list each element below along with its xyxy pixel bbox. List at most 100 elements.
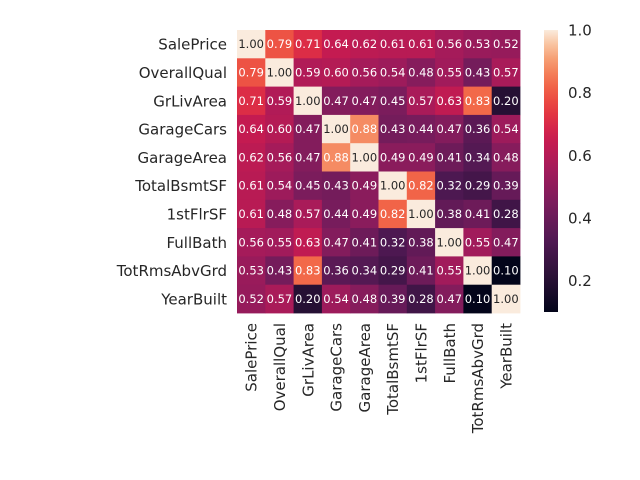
- heatmap-cell: [350, 199, 379, 229]
- heatmap-cell: [406, 284, 436, 314]
- cell-value-label: 1.00: [238, 37, 264, 51]
- cell-value-label: 0.49: [380, 150, 406, 164]
- heatmap-cell: [350, 114, 379, 144]
- x-tick-label: TotRmsAbvGrd: [469, 323, 487, 434]
- heatmap-cell: [293, 228, 323, 257]
- heatmap-cell: [406, 199, 436, 229]
- cell-value-label: 0.55: [465, 235, 491, 249]
- heatmap-cell: [491, 199, 521, 229]
- colorbar-tick-label: 0.4: [568, 210, 592, 228]
- cell-value-label: 0.47: [323, 235, 349, 249]
- heatmap-cell: [237, 228, 266, 257]
- cell-value-label: 0.55: [267, 235, 293, 249]
- cell-value-label: 0.60: [323, 65, 349, 79]
- heatmap-cell: [406, 171, 436, 201]
- cell-value-label: 0.57: [408, 94, 434, 108]
- heatmap-cell: [237, 256, 266, 286]
- x-tick-label: YearBuilt: [497, 323, 515, 390]
- heatmap-cell: [406, 143, 436, 172]
- heatmap-cell: [406, 86, 436, 116]
- cell-value-label: 0.56: [436, 37, 462, 51]
- heatmap-cell: [321, 256, 351, 286]
- heatmap-cell: [463, 143, 493, 172]
- heatmap-cell: [406, 58, 436, 87]
- cell-value-label: 1.00: [323, 122, 349, 136]
- cell-value-label: 0.47: [295, 150, 321, 164]
- colorbar-tick-label: 1.0: [568, 22, 592, 40]
- cell-value-label: 0.20: [493, 94, 519, 108]
- heatmap-cell: [321, 284, 351, 314]
- cell-value-label: 0.49: [408, 150, 434, 164]
- cell-value-label: 0.49: [352, 207, 378, 221]
- heatmap-cell: [321, 30, 351, 59]
- heatmap-cell: [435, 284, 464, 314]
- heatmap-cell: [293, 199, 323, 229]
- heatmap-cell: [237, 30, 266, 59]
- heatmap-cell: [491, 30, 521, 59]
- cell-value-label: 0.36: [465, 122, 491, 136]
- heatmap-cell: [406, 30, 436, 59]
- heatmap-cell: [237, 284, 266, 314]
- cell-value-label: 0.43: [267, 264, 293, 278]
- heatmap-cell: [350, 30, 379, 59]
- heatmap-cell: [265, 171, 294, 201]
- cell-value-label: 0.56: [238, 235, 264, 249]
- heatmap-cell: [293, 86, 323, 116]
- heatmap-cell: [293, 284, 323, 314]
- heatmap-cell: [350, 58, 379, 87]
- cell-value-label: 0.47: [352, 94, 378, 108]
- y-tick-label: TotalBsmtSF: [134, 177, 227, 195]
- cell-value-label: 0.29: [380, 264, 406, 278]
- heatmap-cell: [378, 143, 408, 172]
- cell-value-label: 0.45: [380, 94, 406, 108]
- cell-value-label: 0.71: [238, 94, 264, 108]
- heatmap-cell: [350, 143, 379, 172]
- cell-value-label: 0.36: [323, 264, 349, 278]
- cell-value-label: 0.83: [465, 94, 491, 108]
- cell-value-label: 0.54: [380, 65, 406, 79]
- cell-value-label: 0.71: [295, 37, 321, 51]
- colorbar-tick-label: 0.6: [568, 147, 592, 165]
- heatmap-cell: [491, 284, 521, 314]
- cell-value-label: 0.44: [408, 122, 434, 136]
- heatmap-cell: [237, 114, 266, 144]
- cell-value-label: 0.52: [238, 292, 264, 306]
- heatmap-cell: [321, 199, 351, 229]
- cell-value-label: 0.79: [267, 37, 293, 51]
- cell-value-label: 0.32: [436, 179, 462, 193]
- cell-value-label: 0.41: [352, 235, 378, 249]
- heatmap-cell: [463, 199, 493, 229]
- cell-value-label: 0.63: [295, 235, 321, 249]
- cell-value-label: 0.10: [493, 264, 519, 278]
- heatmap-cell: [406, 228, 436, 257]
- heatmap-cell: [293, 143, 323, 172]
- heatmap-cell: [237, 86, 266, 116]
- cell-value-label: 0.45: [295, 179, 321, 193]
- y-tick-label: YearBuilt: [160, 290, 227, 308]
- cell-value-label: 0.47: [295, 122, 321, 136]
- heatmap-cell: [491, 58, 521, 87]
- heatmap-cell: [378, 58, 408, 87]
- x-tick-label: OverallQual: [271, 323, 289, 411]
- cell-value-label: 0.62: [352, 37, 378, 51]
- y-tick-label: OverallQual: [139, 64, 227, 82]
- heatmap-cell: [378, 256, 408, 286]
- heatmap-cell: [265, 114, 294, 144]
- cell-value-label: 0.79: [238, 65, 264, 79]
- heatmap-cell: [435, 114, 464, 144]
- x-tick-label: GarageArea: [356, 323, 374, 412]
- cell-value-label: 0.20: [295, 292, 321, 306]
- x-tick-label: 1stFlrSF: [412, 323, 430, 383]
- cell-value-label: 0.57: [295, 207, 321, 221]
- heatmap-cell: [491, 86, 521, 116]
- cell-value-label: 0.48: [493, 150, 519, 164]
- heatmap-cell: [406, 256, 436, 286]
- cell-value-label: 0.57: [267, 292, 293, 306]
- cell-value-label: 0.41: [436, 150, 462, 164]
- heatmap-cell: [463, 30, 493, 59]
- heatmap-cell: [491, 256, 521, 286]
- cell-value-label: 0.10: [465, 292, 491, 306]
- cell-value-label: 0.88: [323, 150, 349, 164]
- heatmap-cell: [463, 171, 493, 201]
